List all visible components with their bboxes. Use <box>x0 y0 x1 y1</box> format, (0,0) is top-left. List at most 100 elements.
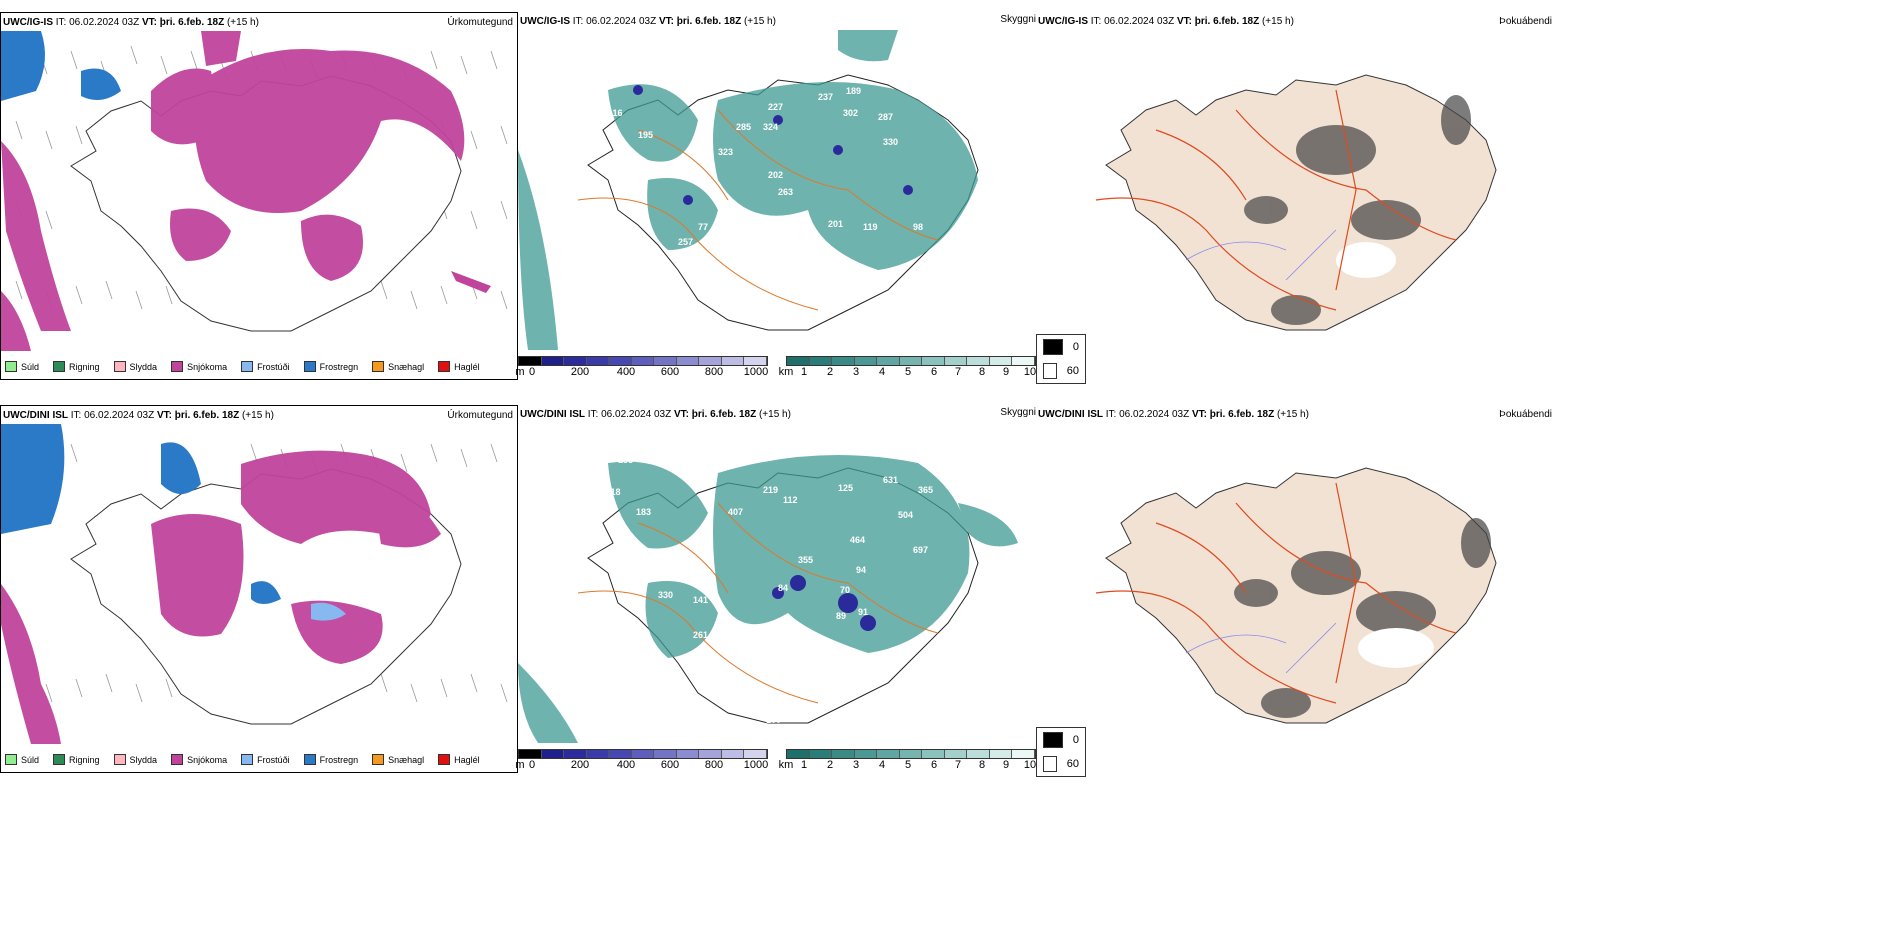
svg-text:355: 355 <box>798 555 813 565</box>
svg-text:287: 287 <box>878 112 893 122</box>
station-value-labels: 186 118 183 407 219 112 125 631 365 504 … <box>606 445 1003 725</box>
fog-shading <box>1234 518 1491 718</box>
panel-title: UWC/IG-IS IT: 06.02.2024 03Z VT: þri. 6.… <box>1038 16 1294 27</box>
clear-areas <box>1336 242 1396 278</box>
visibility-panel-row2: UWC/DINI ISL IT: 06.02.2024 03Z VT: þri.… <box>515 405 1036 773</box>
legend-item: Súld <box>5 754 39 765</box>
legend-item: Snjókoma <box>171 361 227 372</box>
svg-text:697: 697 <box>913 545 928 555</box>
svg-text:186: 186 <box>618 455 633 465</box>
precip-type-legend: Súld Rigning Slydda Snjókoma Frostúði Fr… <box>5 754 480 765</box>
svg-text:261: 261 <box>693 630 708 640</box>
product-label: Skyggni <box>1000 407 1036 418</box>
svg-text:504: 504 <box>898 510 913 520</box>
elevation-colorbar: m 0 200 400 600 800 1000 <box>515 356 768 378</box>
product-label: Skyggni <box>1000 14 1036 25</box>
legend-item: Haglél <box>438 361 480 372</box>
iceland-outline <box>1105 74 1497 331</box>
visibility-map: 186 118 183 407 219 112 125 631 365 504 … <box>518 445 1018 743</box>
precip-type-panel-row1: UWC/IG-IS IT: 06.02.2024 03Z VT: þri. 6.… <box>0 12 518 380</box>
product-label: Úrkomutegund <box>447 410 513 421</box>
fog-map <box>1095 467 1497 724</box>
station-value-labels: 182 116 195 323 285 324 227 237 189 302 … <box>608 74 923 247</box>
svg-text:631: 631 <box>883 475 898 485</box>
road-network <box>577 109 939 311</box>
freezing-rain-areas <box>1 424 281 604</box>
legend-item: Frostúði <box>241 754 290 765</box>
product-label: Þokuábendi <box>1499 16 1552 27</box>
legend-item: Frostregn <box>303 754 358 765</box>
fog-panel-row2: UWC/DINI ISL IT: 06.02.2024 03Z VT: þri.… <box>1036 405 1556 777</box>
product-label: Þokuábendi <box>1499 409 1552 420</box>
svg-text:119: 119 <box>863 222 878 232</box>
fog-shading <box>1244 95 1471 325</box>
legend-item: Snjókoma <box>171 754 227 765</box>
svg-text:195: 195 <box>638 130 653 140</box>
panel-title: UWC/IG-IS IT: 06.02.2024 03Z VT: þri. 6.… <box>520 16 776 27</box>
legend-item: Súld <box>5 361 39 372</box>
svg-text:118: 118 <box>606 487 621 497</box>
svg-text:202: 202 <box>768 170 783 180</box>
clear-areas <box>1358 628 1434 668</box>
svg-text:285: 285 <box>736 122 751 132</box>
svg-text:263: 263 <box>778 187 793 197</box>
fog-legend: 0 60 <box>1036 727 1086 777</box>
legend-item: Snæhagl <box>372 361 424 372</box>
rivers <box>1185 229 1337 281</box>
station-markers <box>633 85 913 205</box>
legend-item: Snæhagl <box>372 754 424 765</box>
low-visibility-areas <box>518 455 1018 743</box>
svg-text:464: 464 <box>850 535 865 545</box>
visibility-panel-row1: UWC/IG-IS IT: 06.02.2024 03Z VT: þri. 6.… <box>515 12 1036 380</box>
legend-item: Frostúði <box>241 361 290 372</box>
svg-text:302: 302 <box>843 108 858 118</box>
svg-text:116: 116 <box>608 108 623 118</box>
road-network <box>1095 89 1457 311</box>
svg-text:84: 84 <box>778 583 788 593</box>
station-markers <box>772 575 876 631</box>
fog-panel-row1: UWC/IG-IS IT: 06.02.2024 03Z VT: þri. 6.… <box>1036 12 1556 384</box>
svg-text:201: 201 <box>828 219 843 229</box>
elevation-colorbar: m 0 200 400 600 800 1000 <box>515 749 768 771</box>
legend-item: Slydda <box>113 754 157 765</box>
svg-text:183: 183 <box>636 507 651 517</box>
svg-text:323: 323 <box>718 147 733 157</box>
svg-text:100: 100 <box>766 715 781 725</box>
low-visibility-areas <box>518 30 978 350</box>
svg-text:279: 279 <box>673 567 688 577</box>
svg-text:91: 91 <box>858 607 868 617</box>
visibility-colorbar: km 1 2 3 4 5 6 7 8 9 10 <box>779 749 1036 771</box>
svg-text:365: 365 <box>918 485 933 495</box>
freezing-drizzle-areas <box>311 602 346 621</box>
svg-text:324: 324 <box>763 122 778 132</box>
svg-text:98: 98 <box>913 222 923 232</box>
panel-title: UWC/IG-IS IT: 06.02.2024 03Z VT: þri. 6.… <box>3 17 259 28</box>
svg-text:112: 112 <box>783 495 798 505</box>
road-network <box>577 502 939 704</box>
legend-item: Rigning <box>53 361 100 372</box>
svg-text:227: 227 <box>768 102 783 112</box>
svg-text:219: 219 <box>763 485 778 495</box>
visibility-colorbar: km 1 2 3 4 5 6 7 8 9 10 <box>779 356 1036 378</box>
fog-legend: 0 60 <box>1036 334 1086 384</box>
freezing-rain-areas <box>1 31 121 101</box>
snow-areas <box>1 450 441 744</box>
svg-text:94: 94 <box>856 565 866 575</box>
rivers <box>1185 622 1337 674</box>
svg-text:141: 141 <box>693 595 708 605</box>
svg-text:257: 257 <box>678 237 693 247</box>
precip-type-panel-row2: UWC/DINI ISL IT: 06.02.2024 03Z VT: þri.… <box>0 405 518 773</box>
panel-title: UWC/DINI ISL IT: 06.02.2024 03Z VT: þri.… <box>1038 409 1309 420</box>
precip-type-map <box>1 31 508 351</box>
panel-title: UWC/DINI ISL IT: 06.02.2024 03Z VT: þri.… <box>520 409 791 420</box>
snow-areas <box>1 31 465 351</box>
svg-text:77: 77 <box>698 222 708 232</box>
legend-item: Haglél <box>438 754 480 765</box>
precip-type-legend: Súld Rigning Slydda Snjókoma Frostúði Fr… <box>5 361 480 372</box>
svg-text:125: 125 <box>838 483 853 493</box>
road-network <box>1095 482 1457 704</box>
svg-text:986: 986 <box>988 505 1003 515</box>
precip-type-map <box>1 424 508 744</box>
svg-text:89: 89 <box>836 611 846 621</box>
svg-text:330: 330 <box>658 590 673 600</box>
